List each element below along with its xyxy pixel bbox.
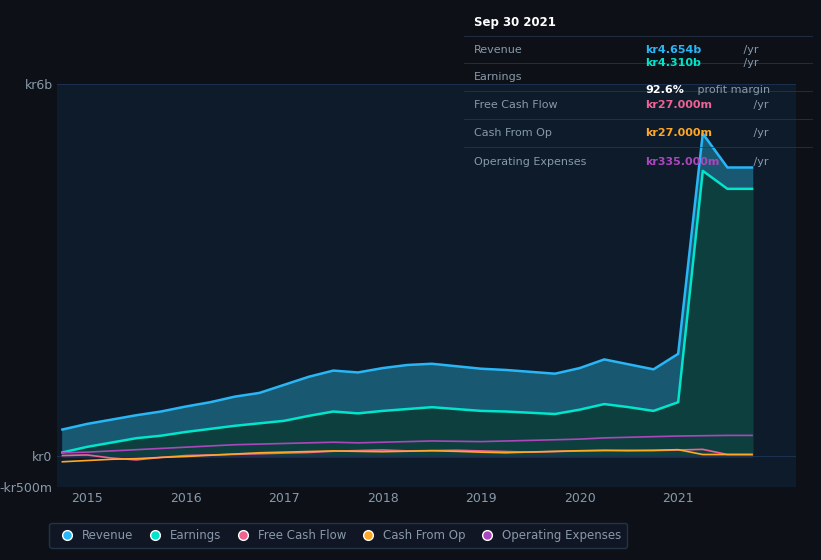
Text: Cash From Op: Cash From Op (475, 128, 553, 138)
Text: /yr: /yr (750, 157, 768, 167)
Text: kr4.654b: kr4.654b (645, 45, 702, 54)
Text: profit margin: profit margin (695, 85, 770, 95)
Text: Earnings: Earnings (475, 72, 523, 82)
Text: Sep 30 2021: Sep 30 2021 (475, 16, 556, 29)
Text: /yr: /yr (740, 45, 758, 54)
Text: Operating Expenses: Operating Expenses (475, 157, 587, 167)
Text: kr27.000m: kr27.000m (645, 128, 713, 138)
Text: /yr: /yr (750, 128, 768, 138)
Text: Free Cash Flow: Free Cash Flow (475, 100, 558, 110)
Text: kr335.000m: kr335.000m (645, 157, 720, 167)
Legend: Revenue, Earnings, Free Cash Flow, Cash From Op, Operating Expenses: Revenue, Earnings, Free Cash Flow, Cash … (49, 523, 627, 548)
Text: Revenue: Revenue (475, 45, 523, 54)
Text: /yr: /yr (740, 58, 758, 68)
Text: kr27.000m: kr27.000m (645, 100, 713, 110)
Text: 92.6%: 92.6% (645, 85, 684, 95)
Text: /yr: /yr (750, 100, 768, 110)
Text: kr4.310b: kr4.310b (645, 58, 701, 68)
